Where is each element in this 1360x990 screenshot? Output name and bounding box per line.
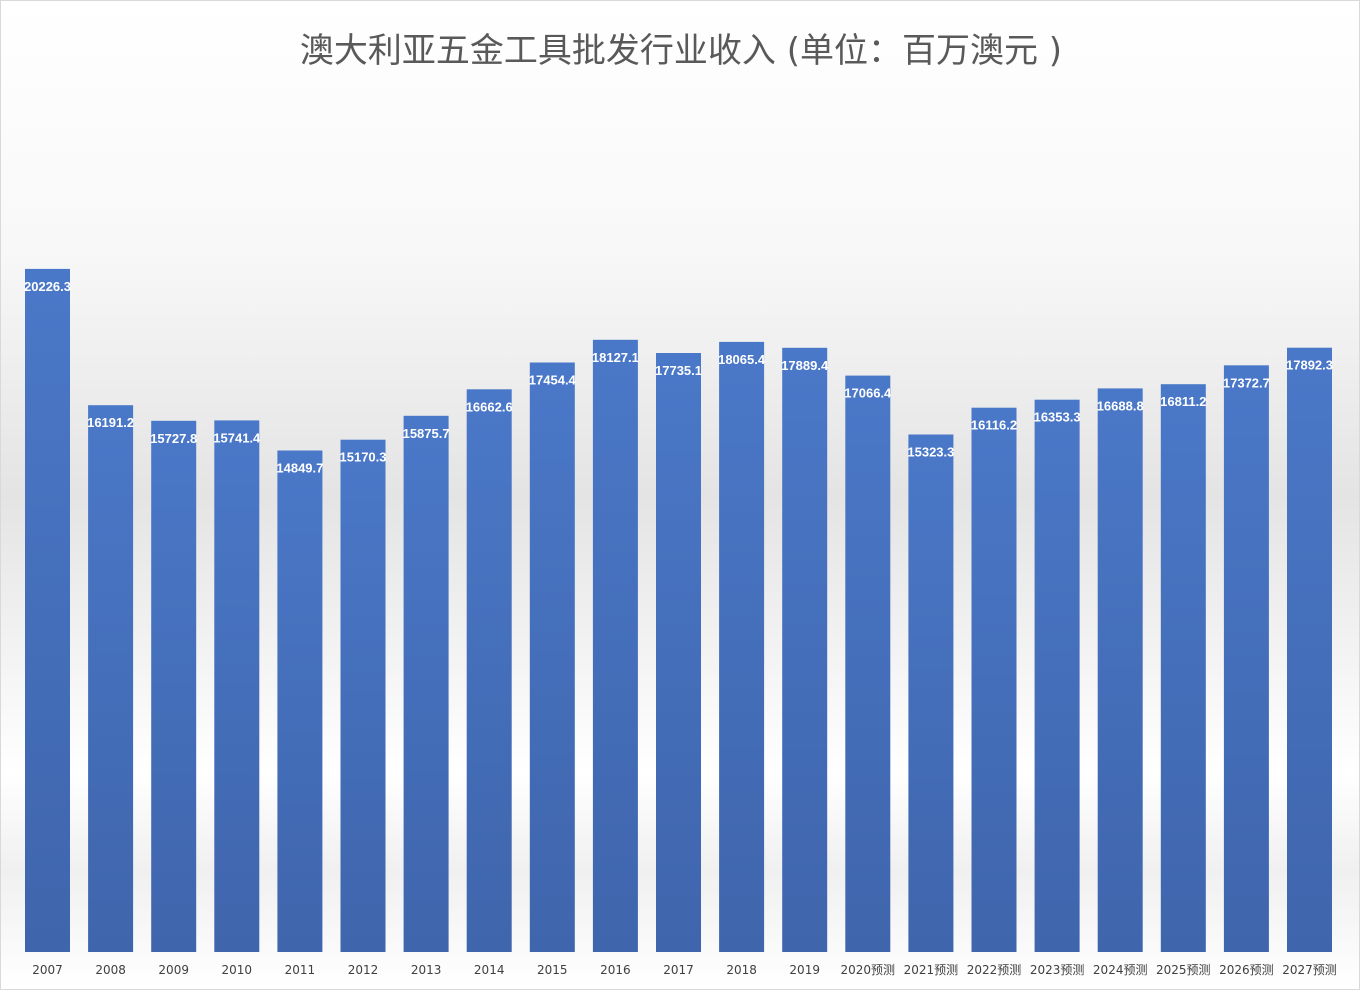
bar-2010 — [214, 420, 260, 952]
data-label-2020预测: 17066.4 — [844, 386, 892, 401]
x-tick-2021预测: 2021预测 — [904, 963, 959, 977]
x-tick-2007: 2007 — [32, 963, 63, 977]
data-label-2019: 17889.4 — [781, 358, 829, 373]
x-tick-2020预测: 2020预测 — [841, 963, 896, 977]
x-tick-2008: 2008 — [95, 963, 126, 977]
bar-2011 — [277, 450, 323, 952]
x-tick-2011: 2011 — [285, 963, 316, 977]
x-tick-2018: 2018 — [726, 963, 757, 977]
x-tick-2014: 2014 — [474, 963, 505, 977]
x-axis-ticks: 2007 2008 2009 2010 2011 2012 2013 2014 2015 2016… — [32, 963, 1337, 977]
bar-2015 — [529, 362, 575, 952]
data-label-2022预测: 16116.2 — [971, 418, 1017, 433]
data-label-2009: 15727.8 — [150, 431, 197, 446]
data-label-2015: 17454.4 — [529, 373, 577, 388]
data-label-2011: 14849.7 — [276, 461, 323, 476]
bar-2007 — [25, 268, 70, 952]
bar-2027预测 — [1287, 347, 1332, 952]
bar-2016 — [592, 339, 638, 952]
x-tick-2013: 2013 — [411, 963, 442, 977]
bar-2019 — [782, 347, 828, 952]
bar-2018 — [719, 341, 765, 952]
x-tick-2019: 2019 — [789, 963, 820, 977]
data-label-2024预测: 16688.8 — [1097, 398, 1144, 413]
bar-2022预测 — [971, 407, 1017, 952]
data-label-2027预测: 17892.3 — [1286, 358, 1333, 373]
data-label-2025预测: 16811.2 — [1160, 394, 1206, 409]
x-tick-2015: 2015 — [537, 963, 568, 977]
bar-2023预测 — [1034, 399, 1080, 952]
data-label-2017: 17735.1 — [655, 363, 702, 378]
x-tick-2024预测: 2024预测 — [1093, 963, 1148, 977]
x-tick-2022预测: 2022预测 — [967, 963, 1022, 977]
bar-series — [25, 268, 1332, 953]
bar-2021预测 — [908, 434, 954, 952]
bar-2008 — [88, 405, 134, 952]
data-label-2013: 15875.7 — [403, 426, 450, 441]
x-tick-2025预测: 2025预测 — [1156, 963, 1211, 977]
data-label-2023预测: 16353.3 — [1034, 410, 1081, 425]
bar-2014 — [466, 389, 512, 952]
data-label-2008: 16191.2 — [87, 415, 134, 430]
data-label-2021预测: 15323.3 — [907, 445, 954, 460]
bar-2009 — [151, 420, 197, 952]
data-label-2010: 15741.4 — [213, 430, 261, 445]
data-label-2018: 18065.4 — [718, 352, 766, 367]
x-tick-2027预测: 2027预测 — [1282, 963, 1337, 977]
x-tick-2023预测: 2023预测 — [1030, 963, 1085, 977]
bar-2020预测 — [845, 375, 891, 953]
chart-title: 澳大利亚五金工具批发行业收入 (单位：百万澳元 ) — [299, 31, 1063, 71]
x-tick-2026预测: 2026预测 — [1219, 963, 1274, 977]
bar-2025预测 — [1160, 384, 1206, 952]
bar-2026预测 — [1223, 365, 1269, 952]
data-labels: 20226.3 16191.2 15727.8 15741.4 14849.7 15170… — [24, 279, 1333, 476]
bar-2013 — [403, 415, 449, 952]
bar-2017 — [656, 353, 701, 952]
x-tick-2017: 2017 — [663, 963, 694, 977]
data-label-2007: 20226.3 — [24, 279, 71, 294]
data-label-2026预测: 17372.7 — [1223, 375, 1270, 390]
x-tick-2016: 2016 — [600, 963, 631, 977]
x-tick-2010: 2010 — [222, 963, 253, 977]
data-label-2012: 15170.3 — [340, 450, 387, 465]
x-tick-2009: 2009 — [158, 963, 189, 977]
data-label-2016: 18127.1 — [592, 350, 639, 365]
bar-2024预测 — [1097, 388, 1143, 952]
x-tick-2012: 2012 — [348, 963, 379, 977]
bar-2012 — [340, 439, 386, 952]
data-label-2014: 16662.6 — [466, 399, 513, 414]
